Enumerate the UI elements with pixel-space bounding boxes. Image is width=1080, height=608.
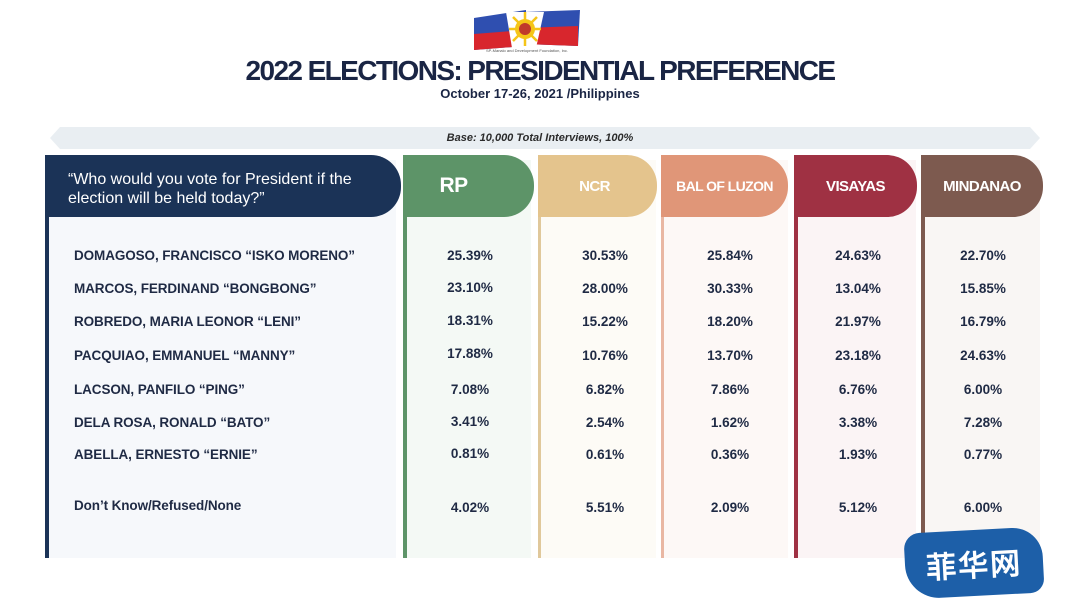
- cell-value: 25.84%: [707, 248, 753, 263]
- row-label: DELA ROSA, RONALD “BATO”: [74, 415, 271, 430]
- cell-value: 24.63%: [960, 348, 1006, 363]
- column-visayas: [794, 160, 916, 558]
- cell-value: 15.85%: [960, 281, 1006, 296]
- cell-value: 16.79%: [960, 314, 1006, 329]
- row-label: ROBREDO, MARIA LEONOR “LENI”: [74, 314, 301, 329]
- cell-value: 5.12%: [838, 500, 878, 515]
- cell-value: 18.31%: [447, 313, 493, 328]
- cell-value: 30.33%: [707, 281, 753, 296]
- column-mindanao: [921, 160, 1040, 558]
- row-label: PACQUIAO, EMMANUEL “MANNY”: [74, 348, 296, 363]
- page-subtitle: October 17-26, 2021 /Philippines: [440, 86, 640, 101]
- cell-value: 7.08%: [450, 382, 490, 397]
- cell-value: 17.88%: [447, 346, 493, 361]
- row-label: LACSON, PANFILO “PING”: [74, 382, 245, 397]
- cell-value: 7.28%: [963, 415, 1003, 430]
- column-rp: [403, 160, 531, 558]
- cell-value: 23.18%: [835, 348, 881, 363]
- logo-org-name: SP-Manalo and Development Foundation, In…: [485, 48, 569, 53]
- cell-value: 21.97%: [835, 314, 881, 329]
- cell-value: 6.82%: [585, 382, 625, 397]
- cell-value: 0.61%: [585, 447, 625, 462]
- cell-value: 0.77%: [963, 447, 1003, 462]
- cell-value: 1.93%: [838, 447, 878, 462]
- header-bal-of-luzon: BAL OF LUZON: [661, 155, 788, 217]
- row-label: Don’t Know/Refused/None: [74, 498, 242, 513]
- cell-value: 0.81%: [450, 446, 490, 461]
- row-label: ABELLA, ERNESTO “ERNIE”: [74, 447, 258, 462]
- header-visayas: VISAYAS: [794, 155, 917, 217]
- cell-value: 3.38%: [838, 415, 878, 430]
- cell-value: 25.39%: [447, 248, 493, 263]
- question-column: [45, 160, 396, 558]
- base-text: Base: 10,000 Total Interviews, 100%: [446, 132, 634, 144]
- cell-value: 6.76%: [838, 382, 878, 397]
- question-text: “Who would you vote for President if the…: [68, 171, 352, 207]
- cell-value: 6.00%: [963, 500, 1003, 515]
- cell-value: 7.86%: [710, 382, 750, 397]
- cell-value: 1.62%: [710, 415, 750, 430]
- row-label: MARCOS, FERDINAND “BONGBONG”: [74, 281, 317, 296]
- header-ncr: NCR: [538, 155, 657, 217]
- cell-value: 13.70%: [707, 348, 753, 363]
- cell-value: 22.70%: [960, 248, 1006, 263]
- header-mindanao: MINDANAO: [921, 155, 1043, 217]
- watermark-logo: 菲华网: [903, 526, 1045, 600]
- cell-value: 18.20%: [707, 314, 753, 329]
- cell-value: 4.02%: [450, 500, 490, 515]
- base-banner: [50, 127, 1040, 149]
- cell-value: 13.04%: [835, 281, 881, 296]
- cell-value: 6.00%: [963, 382, 1003, 397]
- cell-value: 28.00%: [582, 281, 628, 296]
- cell-value: 5.51%: [585, 500, 625, 515]
- cell-value: 23.10%: [447, 280, 493, 295]
- cell-value: 30.53%: [582, 248, 628, 263]
- page-title: 2022 ELECTIONS: PRESIDENTIAL PREFERENCE: [245, 55, 837, 86]
- row-label: DOMAGOSO, FRANCISCO “ISKO MORENO”: [74, 248, 355, 263]
- watermark-text: 菲华网: [925, 547, 1023, 586]
- column-ncr: [538, 160, 656, 558]
- cell-value: 3.41%: [450, 414, 490, 429]
- cell-value: 15.22%: [582, 314, 628, 329]
- column-bal-of-luzon: [661, 160, 788, 558]
- cell-value: 2.09%: [710, 500, 750, 515]
- cell-value: 10.76%: [582, 348, 628, 363]
- question-header: [45, 155, 401, 217]
- flag-logo: [474, 10, 580, 50]
- cell-value: 0.36%: [710, 447, 750, 462]
- header-rp: RP: [403, 155, 534, 217]
- cell-value: 24.63%: [835, 248, 881, 263]
- cell-value: 2.54%: [585, 415, 625, 430]
